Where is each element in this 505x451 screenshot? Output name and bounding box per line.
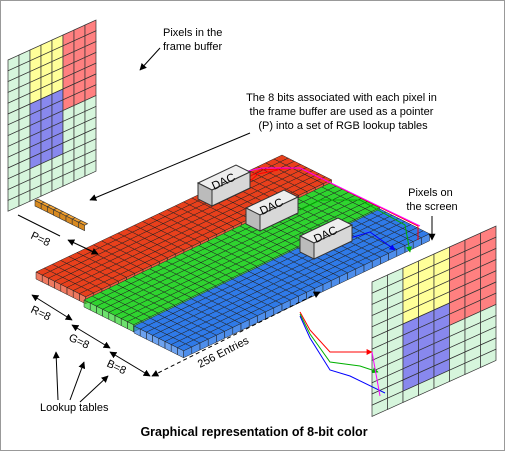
label-r: R=8 xyxy=(29,304,53,324)
frame-buffer-grid xyxy=(7,19,97,212)
arrow-lookup-b xyxy=(79,375,109,403)
frame-buffer-pixel xyxy=(84,159,97,177)
blue-table-side-cell xyxy=(421,233,430,246)
pointer-bits xyxy=(34,198,89,232)
dim-p xyxy=(67,239,99,255)
wire-red-bottom xyxy=(299,311,373,355)
wire-green-bottom xyxy=(299,313,379,374)
caption: Graphical representation of 8-bit color xyxy=(140,425,367,439)
arrow-lookup-g xyxy=(69,361,86,401)
lookup-tables-annotation: Lookup tables xyxy=(40,402,109,414)
wire-converge xyxy=(371,351,381,397)
arrow-lookup-r xyxy=(52,351,60,401)
dim-g xyxy=(71,324,111,349)
dac-box-1: DAC xyxy=(196,164,252,207)
arrow-frame-buffer xyxy=(139,47,161,71)
frame-buffer-annotation: Pixels in the frame buffer xyxy=(163,27,225,53)
screen-pixel xyxy=(480,348,497,368)
dim-line-p-left xyxy=(17,214,61,237)
dim-entries xyxy=(151,291,321,377)
pointer-bit-side xyxy=(78,221,85,232)
arrow-pointer xyxy=(89,132,251,201)
label-p: P=8 xyxy=(29,230,52,249)
dac-box-3: DAC xyxy=(298,217,354,260)
green-table-end-cell xyxy=(127,321,134,333)
wire-blue-out xyxy=(349,231,396,251)
annotation-arrows xyxy=(17,47,436,403)
dac-box-2: DAC xyxy=(244,189,300,232)
screen-annotation: Pixels on the screen xyxy=(406,187,457,213)
wire-green-out xyxy=(299,199,412,253)
dim-r xyxy=(31,294,73,321)
dim-b xyxy=(109,351,151,377)
pointer-annotation: The 8 bits associated with each pixel in… xyxy=(246,92,440,132)
